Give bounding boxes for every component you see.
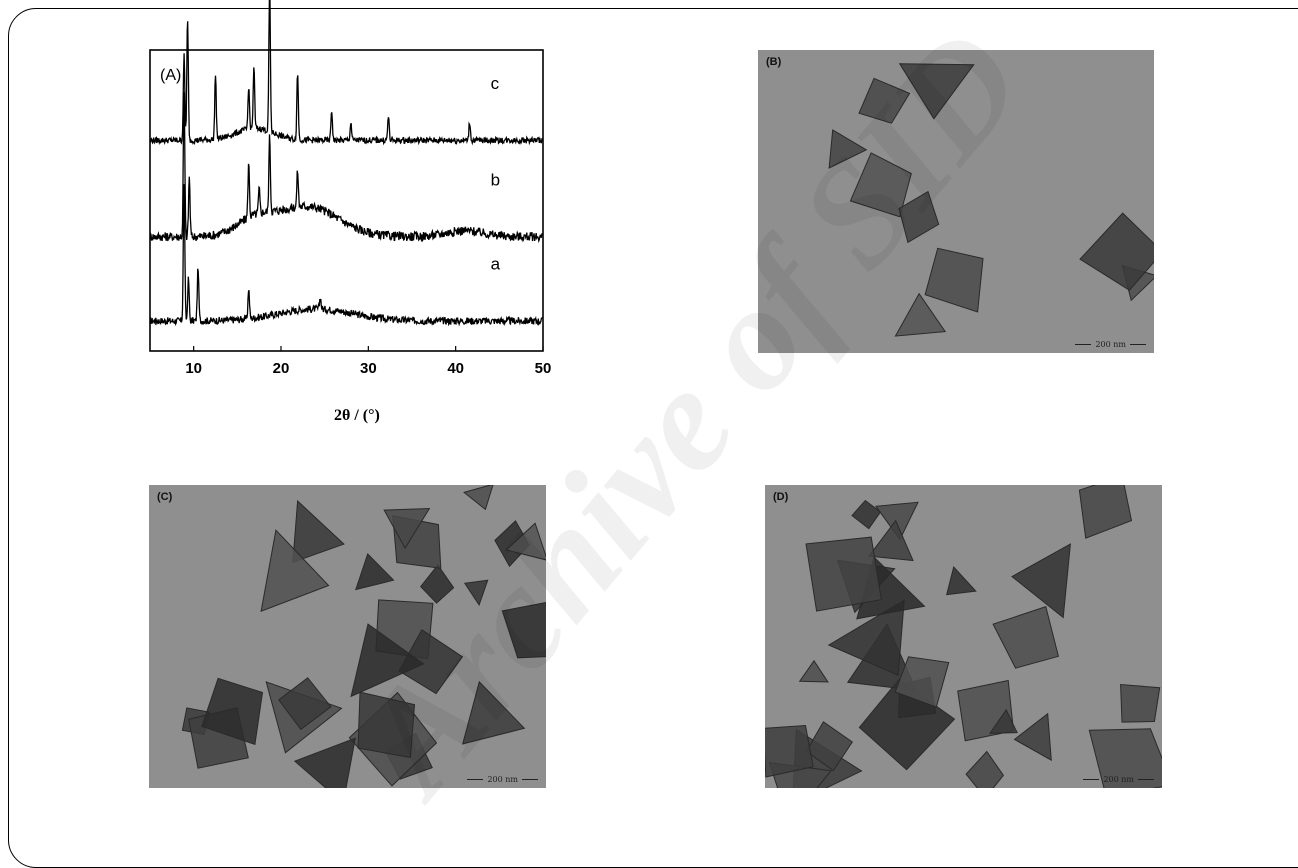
- particle: [989, 708, 1018, 734]
- series-label-b: b: [491, 170, 500, 189]
- particle: [798, 659, 829, 683]
- x-tick-label: 40: [447, 360, 464, 377]
- panel-label-c: (C): [157, 491, 173, 503]
- particle: [894, 292, 947, 337]
- series-line-a: [149, 184, 543, 327]
- series-label-c: c: [491, 74, 500, 93]
- particle: [868, 519, 914, 562]
- x-tick-label: 20: [273, 360, 290, 377]
- particle: [874, 501, 919, 541]
- x-axis-label: 2θ / (°): [334, 407, 380, 424]
- particle: [383, 507, 431, 550]
- particle: [494, 520, 530, 568]
- particle: [201, 677, 264, 746]
- particle: [805, 721, 853, 772]
- tem-image-d: (D) 200 nm: [765, 485, 1162, 788]
- panel-label-d: (D): [773, 491, 789, 503]
- particle: [461, 680, 526, 745]
- particle: [828, 129, 868, 169]
- particle: [357, 691, 416, 759]
- particle: [965, 750, 1005, 788]
- particle: [1078, 485, 1133, 539]
- particle: [805, 536, 882, 612]
- tem-image-b: (B) 200 nm: [758, 50, 1154, 353]
- particle: [278, 677, 332, 731]
- particle: [924, 247, 984, 313]
- particle: [398, 629, 464, 695]
- scale-bar-c: 200 nm: [467, 775, 538, 784]
- particle: [858, 77, 911, 124]
- x-tick-label: 50: [535, 360, 552, 377]
- particle: [501, 602, 546, 659]
- panel-label-b: (B): [766, 56, 782, 68]
- particle: [355, 552, 395, 591]
- series-line-c: [149, 0, 544, 146]
- particle: [1120, 683, 1161, 723]
- particle: [1013, 712, 1052, 762]
- x-tick-label: 30: [360, 360, 377, 377]
- series-line-b: [149, 92, 544, 244]
- particle: [992, 605, 1060, 669]
- tem-image-c: (C) 200 nm: [149, 485, 546, 788]
- particle: [946, 565, 977, 596]
- scale-bar-b: 200 nm: [1075, 340, 1146, 349]
- particle: [260, 529, 330, 612]
- particle: [505, 522, 546, 561]
- particle: [827, 599, 905, 676]
- particle: [851, 499, 882, 530]
- particle: [898, 190, 940, 244]
- panel-label-a: (A): [160, 67, 181, 84]
- particle: [849, 152, 912, 218]
- particle: [1011, 543, 1071, 619]
- particle: [1088, 728, 1162, 788]
- series-label-a: a: [491, 255, 501, 274]
- xrd-chart: 10 20 30 40 50 (A) a b c 2θ / (°): [149, 0, 552, 424]
- x-tick-label: 10: [185, 360, 202, 377]
- particle: [350, 623, 425, 698]
- particle: [858, 679, 956, 771]
- particle: [293, 737, 356, 788]
- particle: [292, 499, 345, 564]
- particle: [765, 724, 814, 778]
- particle: [898, 63, 975, 120]
- particle: [463, 485, 494, 511]
- plot-area: [149, 49, 544, 352]
- particle: [894, 656, 950, 708]
- particle: [1079, 212, 1154, 291]
- particle: [463, 579, 489, 607]
- scale-bar-d: 200 nm: [1083, 775, 1154, 784]
